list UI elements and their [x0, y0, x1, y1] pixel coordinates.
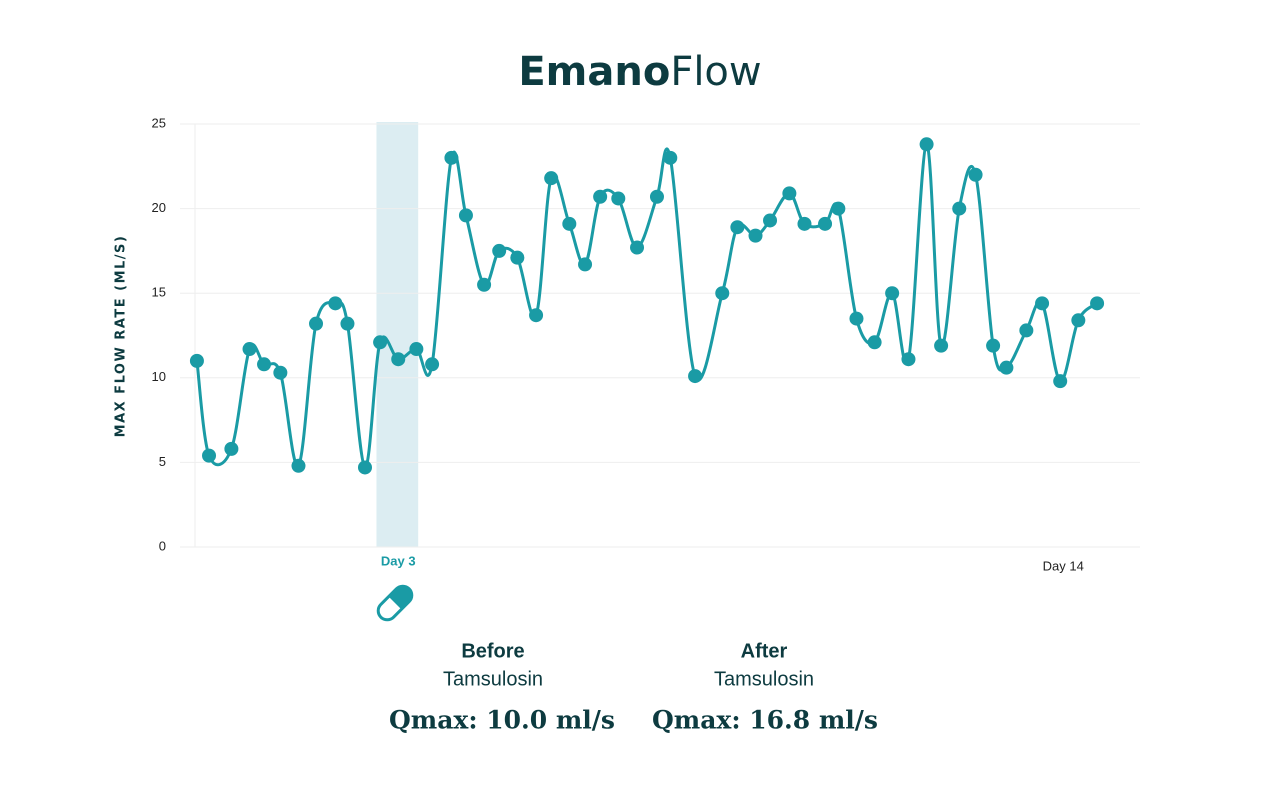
y-tick-label: 20: [152, 200, 166, 215]
point: [477, 277, 492, 292]
point: [444, 150, 459, 165]
x-tick-label: Day 3: [381, 553, 416, 568]
point: [748, 228, 763, 243]
point: [867, 335, 882, 350]
summary-qmax: Qmax: 10.0 ml/s: [389, 706, 615, 735]
point: [273, 365, 288, 380]
point: [340, 316, 355, 331]
chart-title: EmanoFlow: [518, 49, 761, 95]
point: [242, 342, 257, 357]
point: [409, 342, 424, 357]
point: [544, 171, 559, 186]
point: [562, 216, 577, 231]
summary-heading: After: [741, 640, 788, 662]
point: [919, 137, 934, 152]
point: [1090, 296, 1105, 311]
point: [999, 360, 1014, 375]
point: [202, 448, 217, 463]
point: [1053, 374, 1068, 389]
point: [952, 201, 967, 216]
point: [901, 352, 916, 367]
point: [257, 357, 272, 372]
point: [763, 213, 778, 228]
point: [849, 311, 864, 326]
summary-drug: Tamsulosin: [443, 668, 543, 690]
point: [224, 441, 239, 456]
y-axis-label: MAX FLOW RATE (ML/S): [114, 235, 129, 438]
point: [357, 460, 372, 475]
point: [730, 220, 745, 235]
point: [611, 191, 626, 206]
point: [1019, 323, 1034, 338]
point: [510, 250, 525, 265]
pill-icon: [376, 584, 414, 622]
point: [986, 338, 1001, 353]
highlight-band: [376, 122, 419, 547]
point: [630, 240, 645, 255]
point: [189, 353, 204, 368]
summary-drug: Tamsulosin: [714, 668, 814, 690]
point: [1071, 313, 1086, 328]
point: [425, 357, 440, 372]
y-tick-label: 25: [152, 115, 166, 130]
point: [291, 458, 306, 473]
point: [688, 369, 703, 384]
point: [782, 186, 797, 201]
y-tick-label: 0: [159, 538, 166, 553]
point: [968, 167, 983, 182]
point: [885, 286, 900, 301]
point: [649, 189, 664, 204]
point: [529, 308, 544, 323]
title-light: Flow: [670, 49, 761, 95]
point: [391, 352, 406, 367]
point: [797, 216, 812, 231]
point: [663, 150, 678, 165]
point: [715, 286, 730, 301]
point: [934, 338, 949, 353]
point: [309, 316, 324, 331]
point: [593, 189, 608, 204]
point: [373, 335, 388, 350]
point: [1035, 296, 1050, 311]
point: [328, 296, 343, 311]
point: [818, 216, 833, 231]
summary-heading: Before: [461, 640, 524, 662]
point: [831, 201, 846, 216]
y-tick-label: 10: [152, 369, 166, 384]
y-tick-label: 5: [159, 454, 166, 469]
point: [578, 257, 593, 272]
point: [458, 208, 473, 223]
x-tick-label: Day 14: [1043, 558, 1084, 573]
summary-qmax: Qmax: 16.8 ml/s: [652, 706, 878, 735]
y-tick-label: 15: [152, 285, 166, 300]
point: [492, 243, 507, 258]
title-bold: Emano: [518, 49, 670, 95]
